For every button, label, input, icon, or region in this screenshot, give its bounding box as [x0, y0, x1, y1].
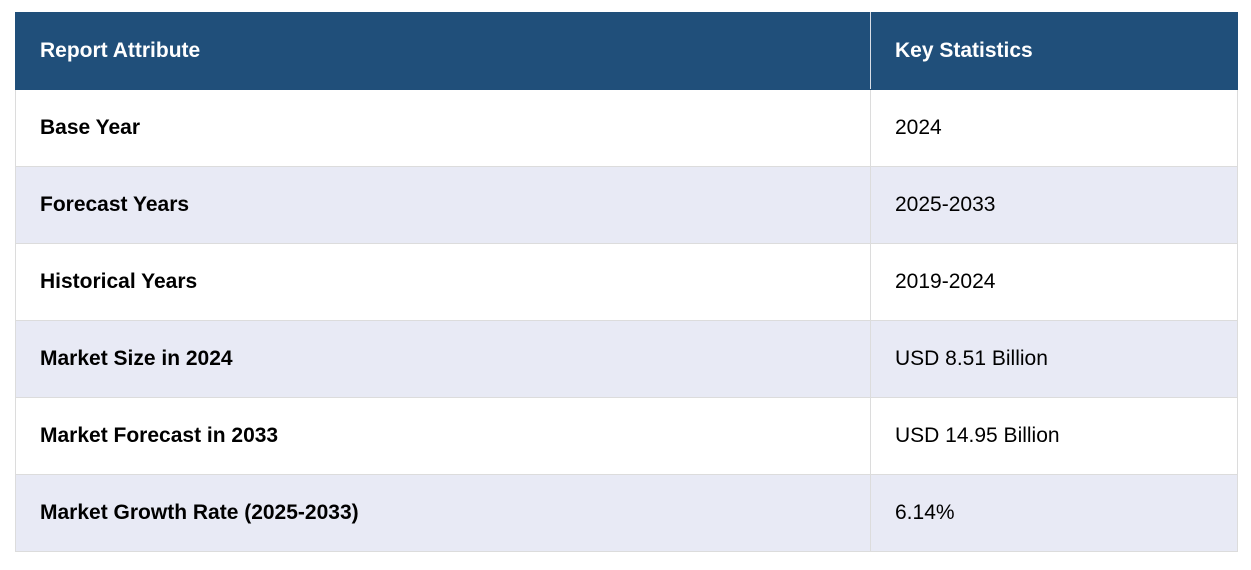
value-cell: USD 14.95 Billion — [870, 397, 1238, 475]
table-body: Base Year 2024 Forecast Years 2025-2033 … — [15, 89, 1238, 552]
table-row: Market Size in 2024 USD 8.51 Billion — [15, 320, 1238, 398]
value-cell: 2024 — [870, 89, 1238, 167]
table-row: Base Year 2024 — [15, 89, 1238, 167]
table-row: Market Forecast in 2033 USD 14.95 Billio… — [15, 397, 1238, 475]
header-key-statistics: Key Statistics — [870, 12, 1238, 90]
table-header: Report Attribute Key Statistics — [15, 12, 1238, 90]
table-row: Market Growth Rate (2025-2033) 6.14% — [15, 474, 1238, 552]
value-cell: 2025-2033 — [870, 166, 1238, 244]
attribute-cell: Market Size in 2024 — [15, 320, 871, 398]
value-cell: 2019-2024 — [870, 243, 1238, 321]
table-row: Historical Years 2019-2024 — [15, 243, 1238, 321]
value-cell: USD 8.51 Billion — [870, 320, 1238, 398]
attribute-cell: Base Year — [15, 89, 871, 167]
table-row: Forecast Years 2025-2033 — [15, 166, 1238, 244]
attribute-cell: Market Forecast in 2033 — [15, 397, 871, 475]
attribute-cell: Forecast Years — [15, 166, 871, 244]
header-row: Report Attribute Key Statistics — [15, 12, 1238, 90]
attribute-cell: Historical Years — [15, 243, 871, 321]
attribute-cell: Market Growth Rate (2025-2033) — [15, 474, 871, 552]
value-cell: 6.14% — [870, 474, 1238, 552]
header-report-attribute: Report Attribute — [15, 12, 871, 90]
report-statistics-table: Report Attribute Key Statistics Base Yea… — [15, 12, 1238, 552]
